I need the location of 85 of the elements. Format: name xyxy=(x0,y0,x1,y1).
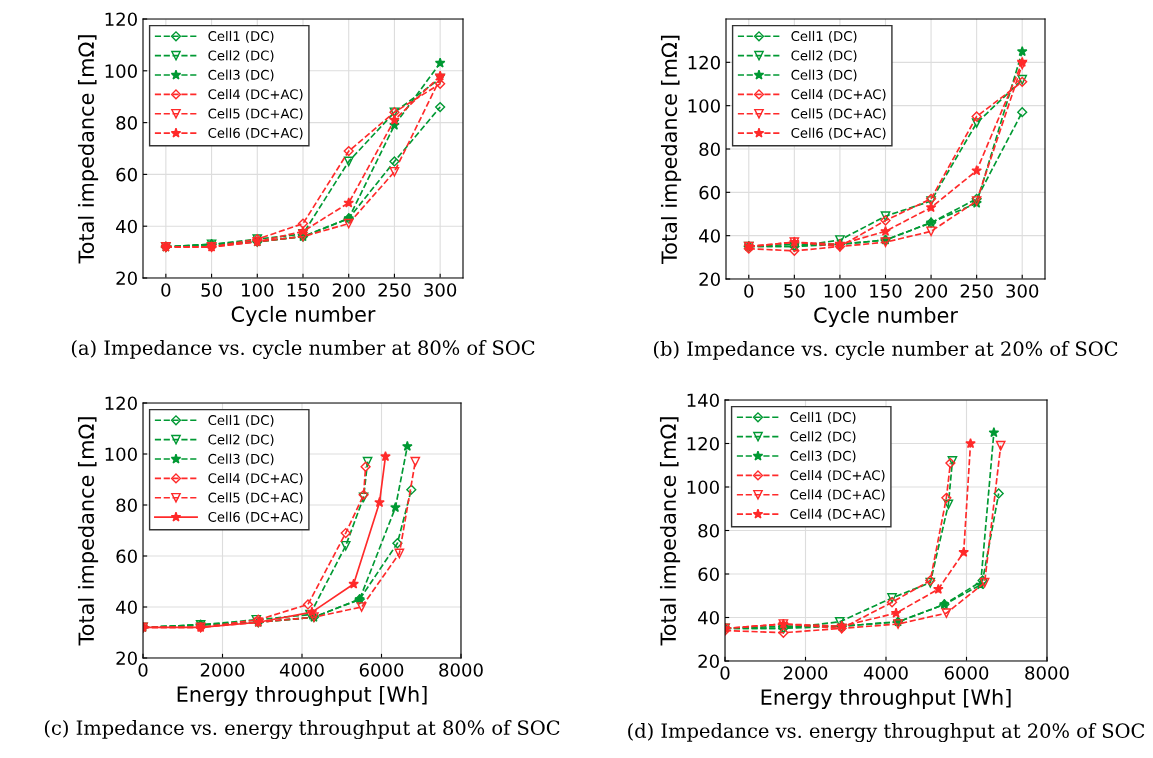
x-tick-label: 8000 xyxy=(1025,666,1069,680)
x-tick-label: 300 xyxy=(424,283,457,297)
x-tick-label: 250 xyxy=(960,284,993,298)
x-tick-label: 150 xyxy=(287,283,320,297)
x-tick-label: 100 xyxy=(242,283,274,297)
y-tick-label: 100 xyxy=(105,447,137,462)
x-tick-label: 2000 xyxy=(200,663,245,677)
x-tick-label: 150 xyxy=(870,284,902,298)
legend-label: Cell1 (DC) xyxy=(790,411,856,424)
x-tick-label: 200 xyxy=(332,283,365,297)
legend-label: Cell5 (DC+AC) xyxy=(208,108,303,121)
y-axis-title: Total impedance [mΩ] xyxy=(659,417,681,646)
y-tick-label: 140 xyxy=(687,393,719,408)
y-tick-label: 60 xyxy=(698,567,719,582)
legend-label: Cell4 (DC+AC) xyxy=(790,508,885,521)
y-tick-label: 20 xyxy=(698,654,719,669)
y-axis-title: Total impedance [mΩ] xyxy=(77,417,99,646)
legend-label: Cell1 (DC) xyxy=(208,30,274,43)
x-tick-label: 200 xyxy=(915,284,948,298)
y-tick-label: 20 xyxy=(116,651,137,666)
y-tick-label: 60 xyxy=(116,167,137,182)
y-tick-label: 120 xyxy=(687,436,719,451)
legend-label: Cell3 (DC) xyxy=(790,450,856,463)
y-tick-label: 20 xyxy=(699,272,720,287)
y-tick-label: 100 xyxy=(688,99,720,113)
legend-label: Cell2 (DC) xyxy=(208,50,274,63)
x-tick-label: 0 xyxy=(744,284,754,298)
x-tick-label: 50 xyxy=(784,284,805,298)
legend-label: Cell4 (DC+AC) xyxy=(208,472,303,485)
legend-label: Cell4 (DC+AC) xyxy=(791,88,886,101)
legend-label: Cell3 (DC) xyxy=(791,69,857,82)
y-tick-label: 80 xyxy=(698,523,719,538)
y-tick-label: 120 xyxy=(105,12,137,27)
x-tick-label: 300 xyxy=(1006,284,1039,298)
y-tick-label: 20 xyxy=(116,271,137,286)
y-tick-label: 60 xyxy=(116,549,137,564)
y-axis-title: Total impedance [mΩ] xyxy=(77,35,99,264)
y-tick-label: 80 xyxy=(116,498,137,513)
legend-label: Cell6 (DC+AC) xyxy=(208,511,303,524)
y-tick-label: 60 xyxy=(699,185,720,200)
y-tick-label: 120 xyxy=(688,55,720,70)
legend-label: Cell2 (DC) xyxy=(791,50,857,63)
legend-label: Cell1 (DC) xyxy=(791,30,857,43)
x-tick-label: 4000 xyxy=(279,663,324,677)
y-tick-label: 40 xyxy=(698,610,719,625)
y-tick-label: 40 xyxy=(116,219,137,234)
x-tick-label: 100 xyxy=(824,284,856,298)
x-tick-label: 6000 xyxy=(359,663,404,677)
x-tick-label: 6000 xyxy=(944,666,989,680)
y-tick-label: 40 xyxy=(116,600,137,615)
x-tick-label: 250 xyxy=(378,283,411,297)
legend-label: Cell1 (DC) xyxy=(208,414,274,427)
text: (c) Impedance vs. energy throughput at 80% of SOC xyxy=(44,720,560,740)
text: (d) Impedance vs. energy throughput at 20% of SOC xyxy=(628,723,1145,743)
x-tick-label: 0 xyxy=(161,283,171,297)
x-tick-label: 0 xyxy=(720,666,730,680)
y-tick-label: 80 xyxy=(116,116,137,130)
legend-label: Cell3 (DC) xyxy=(208,69,274,82)
y-tick-label: 120 xyxy=(105,396,137,411)
y-tick-label: 80 xyxy=(699,142,720,157)
legend-label: Cell4 (DC+AC) xyxy=(208,88,303,101)
y-tick-label: 100 xyxy=(105,64,137,78)
legend-label: Cell4 (DC+AC) xyxy=(790,469,885,482)
x-tick-label: 2000 xyxy=(783,666,828,680)
legend-label: Cell2 (DC) xyxy=(208,434,274,447)
x-axis-title: Cycle number xyxy=(814,306,958,328)
legend-label: Cell2 (DC) xyxy=(790,431,856,444)
legend-label: Cell5 (DC+AC) xyxy=(208,492,303,505)
text: (a) Impedance vs. cycle number at 80% of SOC xyxy=(71,340,535,360)
x-tick-label: 50 xyxy=(201,283,222,297)
legend-label: Cell6 (DC+AC) xyxy=(791,127,886,140)
x-tick-label: 4000 xyxy=(863,666,908,680)
legend-label: Cell6 (DC+AC) xyxy=(208,127,303,140)
legend-label: Cell5 (DC+AC) xyxy=(791,108,886,121)
y-tick-label: 40 xyxy=(699,229,720,243)
x-axis-title: Energy throughput [Wh] xyxy=(177,685,427,707)
text: (b) Impedance vs. cycle number at 20% of SOC xyxy=(653,341,1118,361)
y-tick-label: 100 xyxy=(687,480,719,495)
x-axis-title: Energy throughput [Wh] xyxy=(761,688,1011,710)
legend-label: Cell3 (DC) xyxy=(208,453,274,466)
legend-label: Cell4 (DC+AC) xyxy=(790,489,885,502)
x-tick-label: 8000 xyxy=(439,663,483,677)
x-axis-title: Cycle number xyxy=(231,305,376,327)
x-tick-label: 0 xyxy=(138,663,148,677)
y-axis-title: Total impedance [mΩ] xyxy=(660,35,682,265)
